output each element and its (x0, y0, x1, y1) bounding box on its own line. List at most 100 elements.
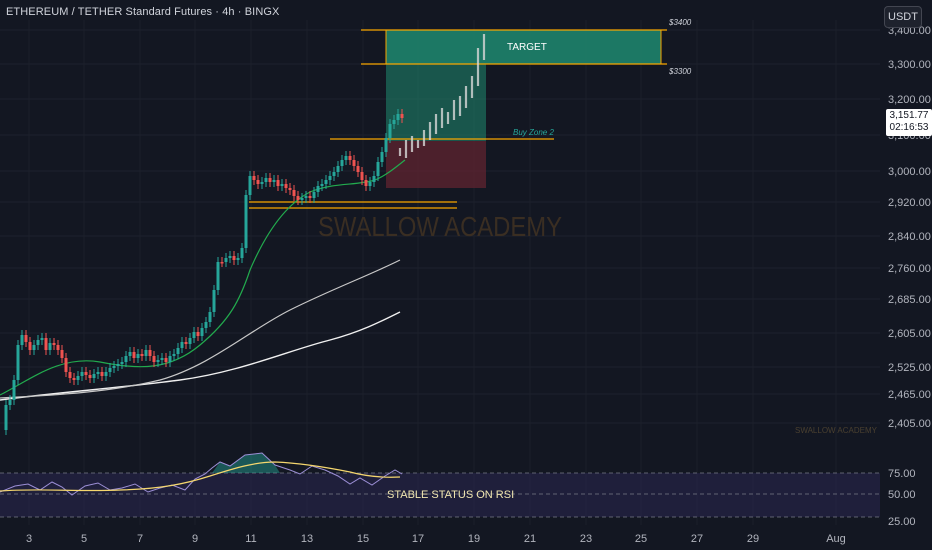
target-high-label: $3400 (668, 18, 692, 27)
candle-body (336, 166, 340, 172)
candle-body (320, 184, 324, 186)
candle-body (76, 376, 80, 380)
candle-body (68, 372, 72, 378)
candle-body (396, 114, 400, 120)
candle-body (48, 343, 52, 350)
rsi-line (0, 452, 403, 496)
candle-body (312, 192, 316, 198)
candle-body (184, 342, 188, 344)
candle-body (232, 256, 236, 260)
rsi-overbought-fill (212, 453, 280, 473)
candle-body (120, 362, 124, 364)
candle-body (172, 354, 176, 356)
price-tick-label: 2,760.00 (888, 263, 931, 275)
target-box (386, 30, 661, 64)
candle-body (332, 172, 336, 176)
candle-body (136, 354, 140, 358)
watermark: SWALLOW ACADEMY (318, 211, 562, 242)
candle-body (52, 343, 56, 345)
stop-zone (386, 141, 486, 188)
projection-candles (398, 34, 486, 158)
candle-body (268, 178, 272, 182)
candle-body (164, 358, 168, 362)
candle-body (24, 335, 28, 342)
candle-body (88, 375, 92, 378)
rsi-band (0, 473, 880, 517)
candle-body (244, 195, 248, 248)
candle-body (228, 256, 232, 258)
time-tick-label: 9 (192, 533, 198, 545)
candle-body (384, 138, 388, 152)
candle-body (140, 354, 144, 356)
time-tick-label: 25 (635, 533, 647, 545)
candle-body (208, 312, 212, 322)
candle-body (80, 372, 84, 376)
candle-body (44, 338, 48, 350)
target-label: TARGET (507, 42, 547, 53)
time-tick-label: 5 (81, 533, 87, 545)
candle-body (376, 162, 380, 176)
candle-body (280, 184, 284, 186)
candle-body (236, 258, 240, 260)
candle-body (304, 196, 308, 198)
rsi-note: STABLE STATUS ON RSI (387, 489, 514, 501)
candle-body (108, 368, 112, 372)
candle-body (188, 338, 192, 344)
candle-body (64, 358, 68, 372)
candle-body (276, 180, 280, 186)
last-price-label: 3,151.77 02:16:53 (886, 109, 932, 136)
candle-body (56, 345, 60, 350)
time-tick-label: 13 (301, 533, 313, 545)
candles (4, 109, 404, 435)
candle-body (20, 335, 24, 345)
candle-body (284, 184, 288, 188)
price-tick-label: 3,400.00 (888, 25, 931, 37)
candle-body (264, 178, 268, 182)
candle-body (252, 176, 256, 180)
candle-body (216, 262, 220, 290)
price-tick-label: 2,840.00 (888, 231, 931, 243)
candle-body (196, 332, 200, 336)
time-tick-label: 15 (357, 533, 369, 545)
rsi-tick-label: 75.00 (888, 468, 916, 480)
rsi-ma-line (0, 461, 401, 492)
candle-body (348, 156, 352, 160)
time-tick-label: 3 (26, 533, 32, 545)
candle-body (156, 360, 160, 362)
time-tick-label: 23 (580, 533, 592, 545)
candle-body (28, 342, 32, 350)
candle-body (368, 182, 372, 186)
price-tick-label: 2,685.00 (888, 294, 931, 306)
candle-body (124, 356, 128, 362)
candle-body (308, 196, 312, 198)
candle-body (344, 156, 348, 160)
candle-body (132, 352, 136, 358)
candle-body (60, 350, 64, 358)
candle-body (104, 372, 108, 376)
watermark-small: SWALLOW ACADEMY (795, 426, 878, 435)
price-tick-label: 3,000.00 (888, 166, 931, 178)
ma-slow-line (0, 311, 401, 401)
candle-body (4, 405, 8, 430)
candle-body (296, 196, 300, 200)
candle-body (300, 198, 304, 200)
price-axis[interactable]: 3,400.003,300.003,200.003,100.003,000.00… (888, 25, 931, 430)
candle-body (256, 180, 260, 184)
last-price-value: 3,151.77 (889, 110, 929, 121)
candle-body (392, 120, 396, 124)
candle-body (72, 378, 76, 380)
time-tick-label: 11 (245, 533, 256, 545)
candle-body (112, 366, 116, 368)
candle-body (96, 372, 100, 374)
time-tick-label: 29 (747, 533, 759, 545)
candle-body (272, 180, 276, 182)
candle-body (212, 290, 216, 312)
time-axis[interactable]: 3 5 7 9 11 13 15 17 19 21 23 25 27 29 Aug (26, 533, 846, 545)
target-low-label: $3300 (668, 67, 692, 76)
candle-body (100, 372, 104, 376)
candle-body (160, 358, 164, 360)
candle-body (200, 328, 204, 336)
currency-button[interactable]: USDT (884, 6, 922, 28)
